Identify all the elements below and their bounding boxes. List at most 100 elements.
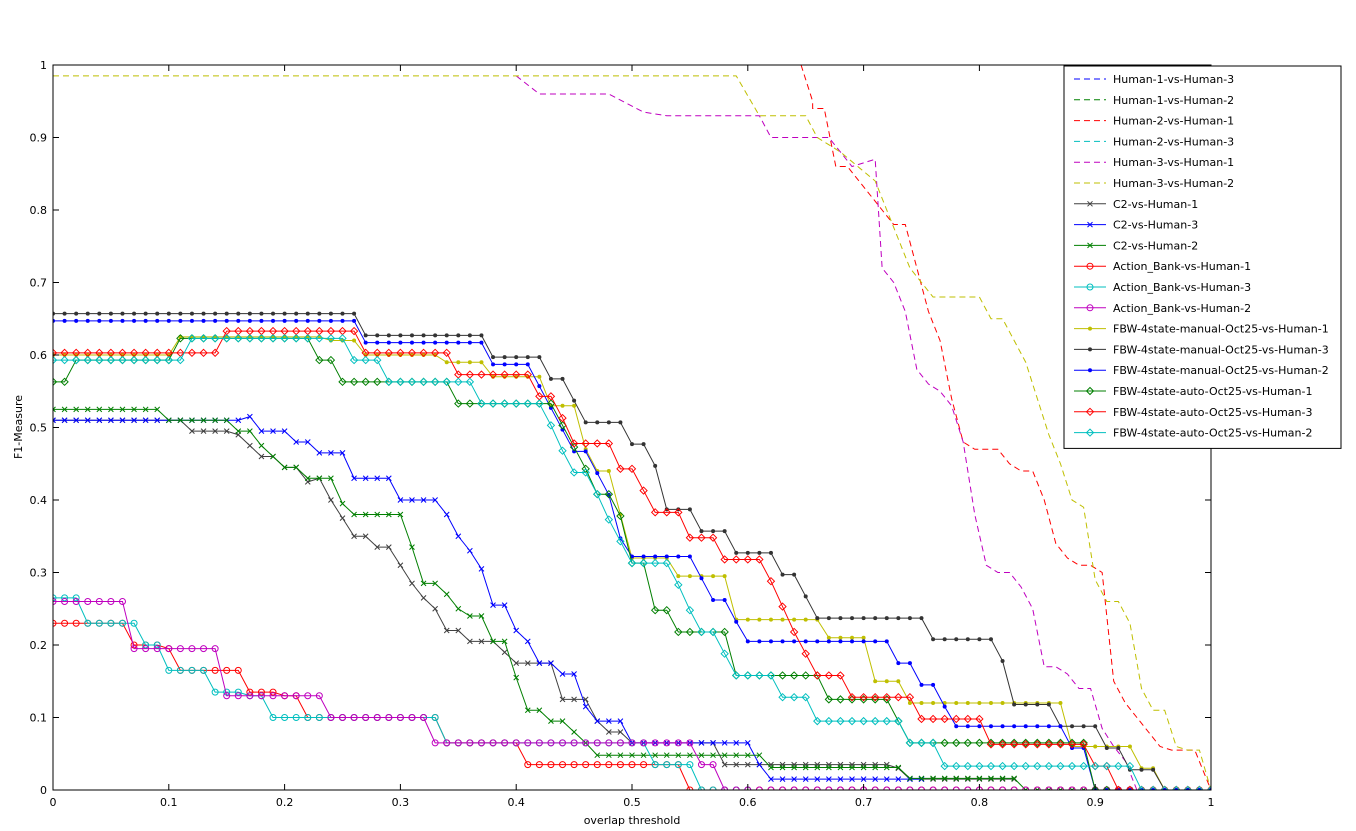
data-point: [699, 576, 704, 581]
data-point: [813, 716, 822, 726]
data-point: [292, 714, 300, 721]
data-point: [120, 318, 125, 323]
data-point: [548, 376, 553, 381]
data-point: [130, 645, 138, 653]
data-point: [802, 786, 810, 790]
legend-marker: [1086, 304, 1094, 312]
data-point: [616, 464, 625, 474]
data-point: [964, 786, 972, 790]
data-point: [605, 718, 612, 724]
data-point: [780, 617, 785, 622]
data-point: [988, 701, 993, 705]
data-point: [419, 377, 428, 387]
data-point: [363, 340, 368, 345]
data-point: [559, 761, 567, 769]
data-point: [790, 786, 798, 790]
data-point: [721, 761, 728, 768]
data-point: [456, 360, 461, 365]
data-point: [269, 688, 277, 696]
data-point: [986, 761, 996, 771]
data-point: [919, 616, 924, 621]
data-point: [779, 786, 787, 790]
data-point: [861, 639, 866, 644]
data-point: [119, 406, 126, 413]
legend-marker: [1087, 242, 1093, 249]
data-point: [456, 333, 461, 338]
data-point: [373, 355, 382, 365]
data-point: [292, 692, 300, 700]
data-point: [838, 635, 843, 640]
data-point: [697, 786, 705, 790]
data-point: [639, 558, 648, 568]
data-point: [281, 464, 288, 471]
data-point: [490, 602, 496, 608]
data-point: [604, 489, 614, 499]
data-point: [595, 471, 600, 476]
data-point: [942, 704, 947, 709]
x-tick-label: 0.3: [392, 796, 410, 809]
data-point: [1011, 775, 1017, 782]
data-point: [443, 511, 450, 518]
data-point: [836, 786, 844, 790]
data-point: [1009, 740, 1019, 749]
data-point: [165, 417, 172, 424]
data-point: [884, 679, 889, 684]
data-point: [814, 764, 821, 771]
data-point: [802, 764, 809, 771]
data-point: [963, 714, 973, 724]
data-point: [988, 724, 993, 729]
data-point: [1125, 785, 1135, 790]
data-point: [119, 417, 126, 424]
data-point: [467, 340, 472, 345]
data-point: [547, 761, 555, 769]
data-point: [108, 318, 113, 323]
data-point: [870, 692, 880, 702]
data-point: [60, 377, 69, 387]
data-point: [96, 406, 103, 413]
y-tick-label: 0.9: [30, 132, 48, 145]
data-point: [559, 671, 566, 677]
data-point: [165, 645, 173, 653]
data-point: [975, 761, 984, 771]
data-point: [397, 511, 404, 518]
data-point: [1046, 787, 1052, 790]
legend-marker: [1087, 200, 1093, 207]
data-point: [513, 660, 520, 666]
data-point: [1035, 702, 1040, 707]
data-point: [328, 318, 333, 323]
data-point: [74, 311, 79, 316]
data-point: [616, 761, 624, 769]
legend-label: FBW-4state-manual-Oct25-vs-Human-3: [1113, 343, 1329, 356]
legend-label: C2-vs-Human-1: [1113, 198, 1198, 211]
data-point: [941, 786, 949, 790]
data-point: [282, 318, 287, 323]
data-point: [1070, 724, 1075, 729]
data-point: [628, 761, 636, 769]
data-point: [1090, 785, 1100, 790]
data-point: [931, 682, 936, 687]
data-point: [917, 714, 926, 724]
data-point: [1080, 787, 1087, 790]
x-tick-label: 0.9: [1086, 796, 1104, 809]
data-point: [977, 637, 982, 642]
data-point: [906, 786, 914, 790]
data-point: [155, 311, 160, 316]
data-point: [965, 701, 970, 705]
data-point: [581, 468, 590, 477]
data-point: [396, 377, 405, 387]
data-point: [537, 384, 542, 389]
data-point: [569, 439, 579, 448]
data-point: [315, 334, 324, 343]
data-point: [815, 616, 820, 621]
series-5: [515, 75, 1138, 790]
data-point: [826, 639, 831, 644]
data-point: [825, 786, 833, 790]
data-point: [1009, 761, 1019, 771]
y-tick-label: 0.4: [30, 494, 48, 507]
data-point: [375, 340, 380, 345]
data-point: [200, 428, 207, 434]
data-point: [316, 450, 323, 456]
data-point: [352, 338, 357, 343]
data-point: [511, 399, 521, 408]
data-point: [663, 761, 671, 769]
